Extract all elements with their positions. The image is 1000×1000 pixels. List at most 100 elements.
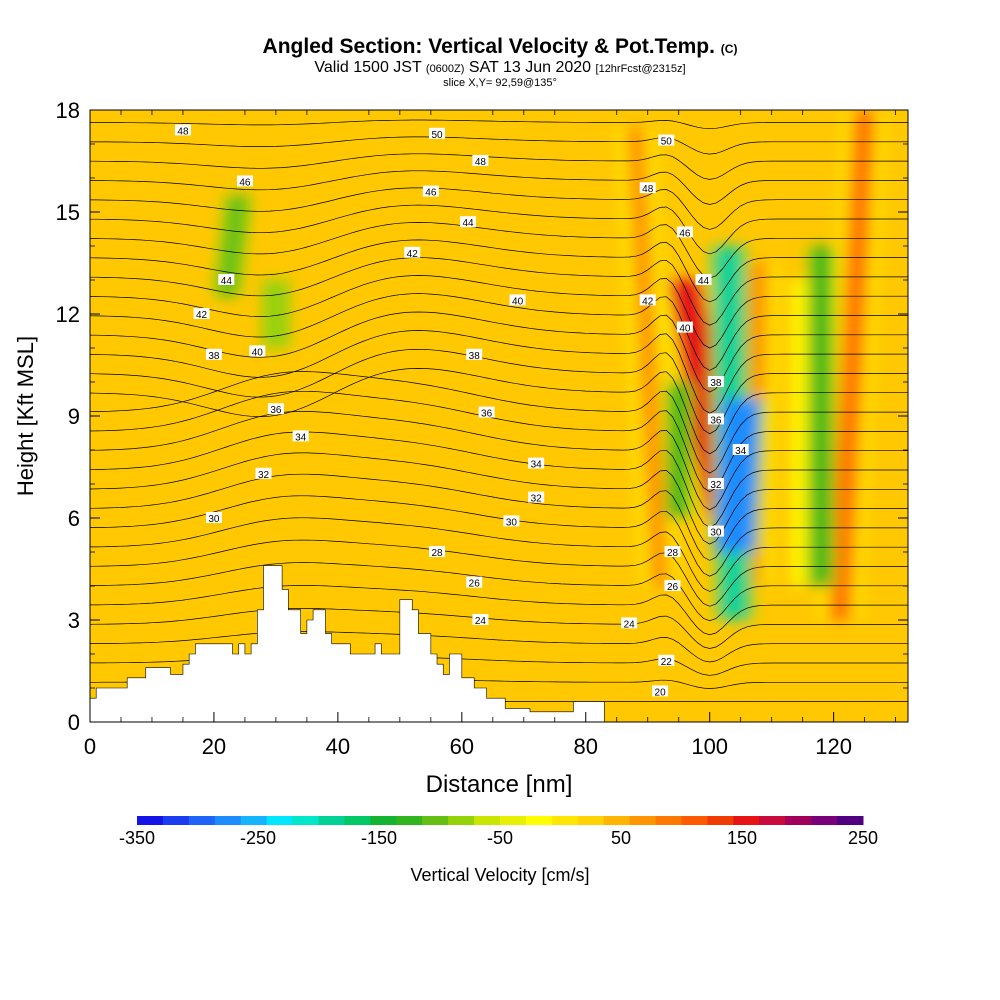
svg-text:46: 46 <box>425 188 437 199</box>
isentrope-label: 46 <box>236 175 253 188</box>
isentrope-label: 38 <box>466 348 483 362</box>
isentrope-line <box>90 330 908 414</box>
isentrope-label: 40 <box>249 345 266 358</box>
x-tick-label: 0 <box>84 734 96 759</box>
svg-text:38: 38 <box>710 378 722 389</box>
copyright-mark: (C) <box>720 42 738 56</box>
colorbar: -350 -250 -150 -50 50 150 250 <box>119 816 878 848</box>
colorbar-swatch <box>759 816 786 825</box>
isentrope-line <box>90 631 908 663</box>
isentrope-line <box>90 136 908 155</box>
colorbar-swatch <box>266 816 294 825</box>
y-tick-label: 12 <box>56 302 80 327</box>
svg-text:42: 42 <box>196 310 208 321</box>
y-tick-label: 18 <box>56 98 80 123</box>
velocity-field <box>212 110 886 620</box>
svg-text:36: 36 <box>710 415 722 426</box>
isentrope-line <box>90 390 908 493</box>
colorbar-swatch <box>370 816 397 825</box>
x-tick-label: 120 <box>815 734 852 759</box>
isentrope-label: 34 <box>292 430 309 443</box>
valid-time-prefix: Valid 1500 JST <box>314 59 422 76</box>
isentrope-line <box>90 348 908 435</box>
colorbar-swatch <box>837 816 864 825</box>
isentrope-label: 22 <box>658 654 675 668</box>
isentrope-line <box>90 222 908 279</box>
colorbar-swatch <box>292 816 319 825</box>
downdraft-band <box>715 399 760 552</box>
isentrope-label: 42 <box>639 294 656 307</box>
y-axis-label: Height [Kft MSL] <box>13 336 38 496</box>
isentrope-line <box>90 495 908 577</box>
isentrope-label: 50 <box>429 127 446 141</box>
colorbar-swatch <box>318 816 345 825</box>
isentrope-line <box>90 204 908 255</box>
svg-text:30: 30 <box>208 514 220 525</box>
plot-background <box>90 110 908 722</box>
isentrope-line <box>90 473 908 561</box>
svg-text:50: 50 <box>661 137 673 148</box>
terrain-profile <box>90 565 605 722</box>
isentrope-label: 40 <box>676 321 693 335</box>
y-tick-label: 15 <box>56 200 80 225</box>
isentrope-line <box>90 239 908 303</box>
isentrope-labels: 20 22 24 24 26 26 28 28 30 30 30 32 32 32 34 34 34 36 36 36… <box>174 124 749 698</box>
colorbar-swatch <box>525 816 553 825</box>
isentrope-label: 32 <box>528 491 545 505</box>
isentrope-label: 36 <box>267 403 284 416</box>
valid-time: Valid 1500 JST (0600Z) SAT 13 Jun 2020 [… <box>0 60 1000 77</box>
isentrope-label: 36 <box>478 406 495 420</box>
isentrope-label: 26 <box>466 576 483 590</box>
isentrope-label: 50 <box>658 134 675 148</box>
colorbar-swatch <box>577 816 605 825</box>
isentrope-label: 34 <box>732 444 749 457</box>
x-tick-label: 100 <box>691 734 728 759</box>
svg-text:42: 42 <box>407 249 419 260</box>
x-tick-label: 80 <box>574 734 598 759</box>
y-tick-label: 9 <box>68 404 80 429</box>
svg-text:40: 40 <box>679 324 691 335</box>
x-axis-label: Distance [nm] <box>426 771 573 798</box>
svg-text:34: 34 <box>531 460 543 471</box>
svg-text:48: 48 <box>177 126 189 137</box>
svg-text:40: 40 <box>512 296 524 307</box>
isentrope-label: 48 <box>639 182 656 195</box>
isentrope-label: 44 <box>695 274 712 287</box>
downdraft-band <box>813 246 829 586</box>
svg-text:34: 34 <box>295 432 307 443</box>
svg-text:22: 22 <box>661 657 673 668</box>
isentrope-label: 28 <box>664 546 681 559</box>
svg-text:44: 44 <box>698 276 710 287</box>
isentrope-label: 48 <box>472 155 489 168</box>
isentrope-label: 36 <box>707 413 724 426</box>
colorbar-tick-label: -350 <box>119 828 155 848</box>
colorbar-swatch <box>681 816 708 825</box>
svg-text:26: 26 <box>667 582 679 593</box>
isentrope-line <box>90 411 908 511</box>
svg-text:42: 42 <box>642 296 654 307</box>
svg-text:38: 38 <box>469 351 481 362</box>
isentrope-label: 38 <box>707 376 724 389</box>
isentrope-label: 42 <box>193 308 210 321</box>
svg-text:28: 28 <box>667 548 679 559</box>
colorbar-tick-label: 50 <box>611 828 631 848</box>
colorbar-swatch <box>448 816 475 825</box>
svg-text:20: 20 <box>655 687 667 698</box>
svg-text:36: 36 <box>270 405 282 416</box>
svg-text:32: 32 <box>258 470 270 481</box>
svg-text:48: 48 <box>475 157 487 168</box>
isentrope-label: 38 <box>205 348 222 362</box>
chart-title: Angled Section: Vertical Velocity & Pot.… <box>0 36 1000 60</box>
isentrope-label: 28 <box>429 546 446 559</box>
svg-text:34: 34 <box>735 446 747 457</box>
svg-text:44: 44 <box>221 276 233 287</box>
isentrope-label: 24 <box>621 617 638 630</box>
isentrope-label: 30 <box>707 525 724 539</box>
y-tick-label: 3 <box>68 608 80 633</box>
chart-title-block: Angled Section: Vertical Velocity & Pot.… <box>0 36 1000 90</box>
colorbar-tick-label: 250 <box>848 828 878 848</box>
colorbar-swatch <box>162 816 190 825</box>
colorbar-swatch <box>188 816 216 825</box>
svg-text:48: 48 <box>642 184 654 195</box>
